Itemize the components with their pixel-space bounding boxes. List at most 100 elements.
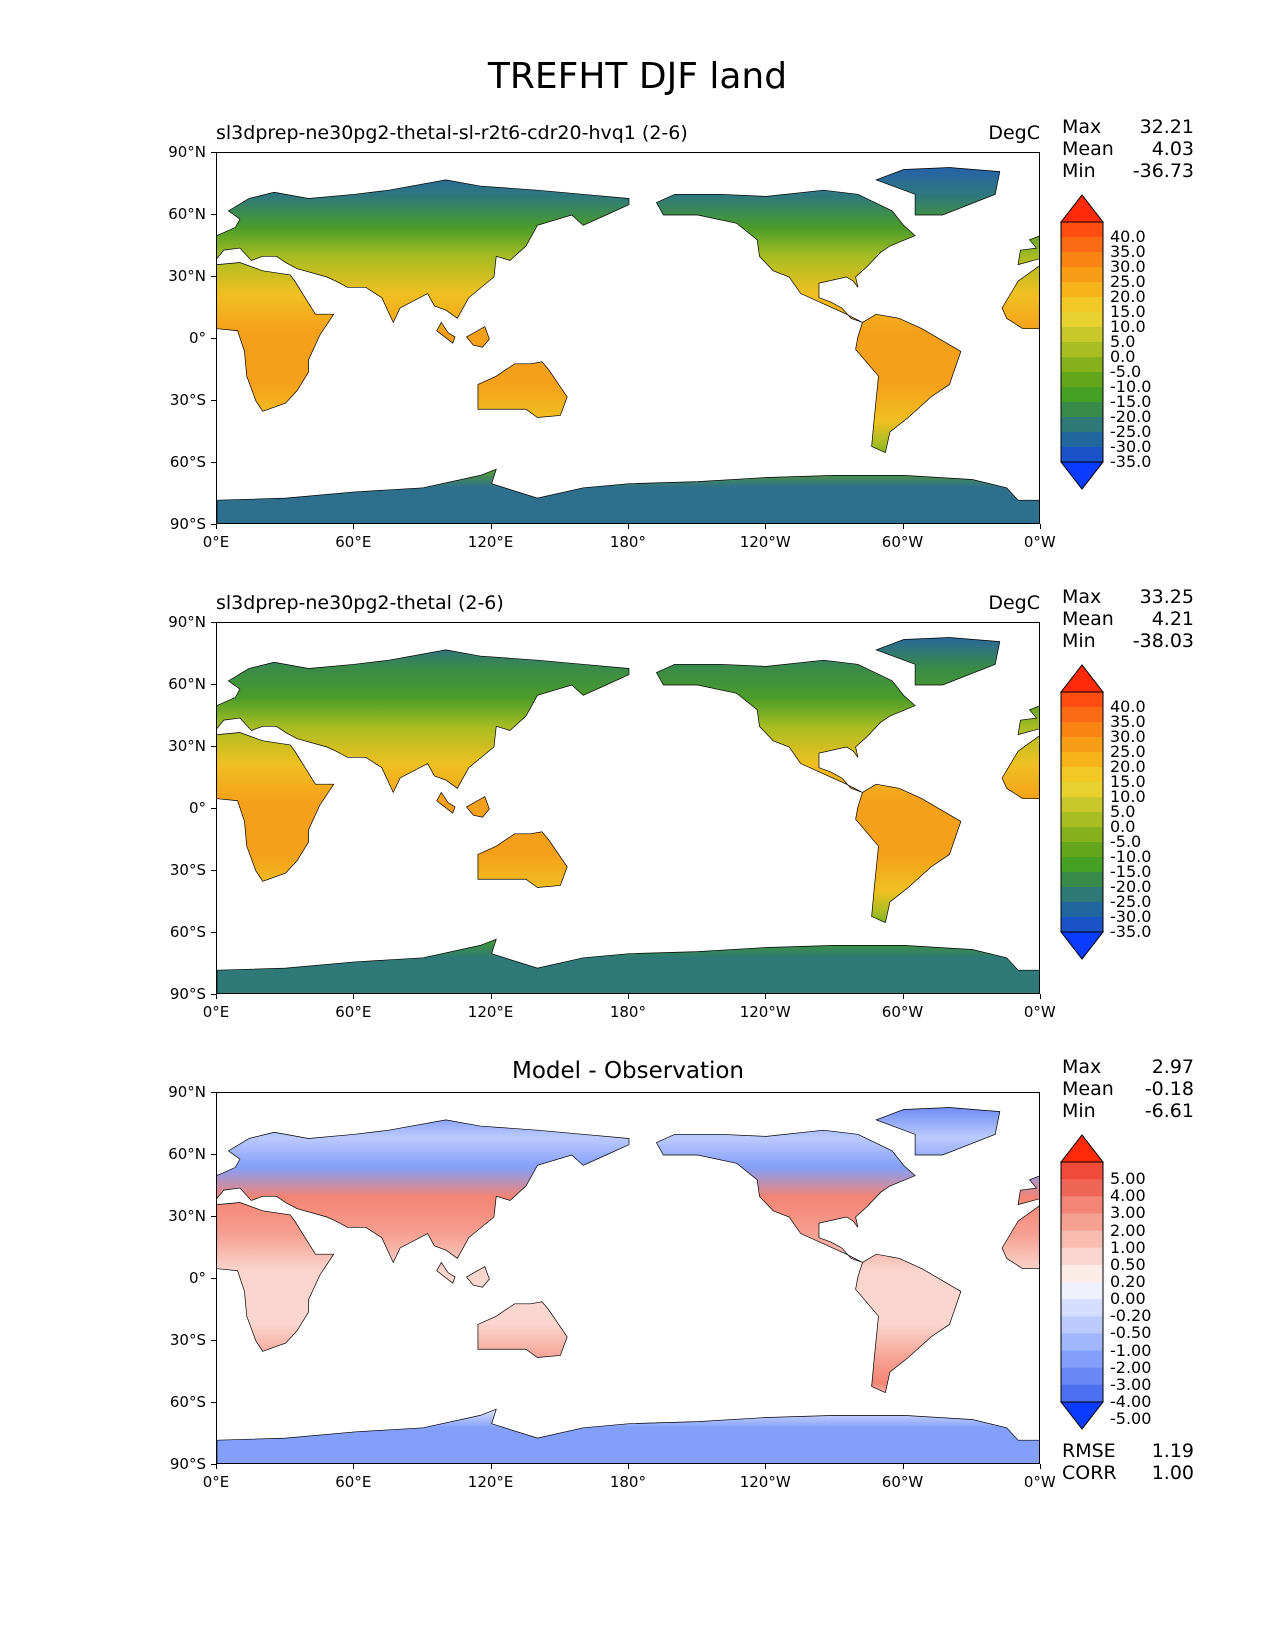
colorbar-segment — [1061, 917, 1103, 933]
panel-title: Model - Observation — [511, 1058, 745, 1084]
longitude-tickmark — [490, 1464, 492, 1469]
colorbar-tick-label: -10.0 — [1110, 377, 1152, 396]
colorbar-tick-label: -1.00 — [1110, 1340, 1152, 1360]
stat-label: Max — [1062, 1056, 1102, 1078]
colorbar-segment — [1061, 297, 1103, 313]
colorbar-segment — [1061, 342, 1103, 358]
seasia-landmass — [436, 321, 456, 344]
longitude-tickmark — [216, 994, 217, 999]
latitude-tickmark — [211, 1464, 216, 1465]
metric-value: 1.19 — [1151, 1440, 1194, 1462]
colorbar-tick-label: 20.0 — [1110, 757, 1146, 776]
metric-value: 1.00 — [1151, 1462, 1194, 1484]
australia-landmass — [477, 831, 568, 888]
colorbar-tick-label: -15.0 — [1110, 862, 1152, 881]
panel-title: sl3dprep-ne30pg2-thetal-sl-r2t6-cdr20-hv… — [216, 122, 688, 144]
colorbar-segment — [1061, 402, 1103, 418]
latitude-tick-label: 30°N — [168, 1207, 206, 1225]
error-metrics: RMSE 1.19 CORR 1.00 — [1062, 1440, 1194, 1484]
longitude-tickmark — [353, 1464, 355, 1469]
stat-row: Mean 4.21 — [1062, 608, 1194, 630]
longitude-tick-label: 180° — [609, 533, 646, 551]
world-map — [217, 1107, 1039, 1463]
metric-label: CORR — [1062, 1462, 1117, 1484]
latitude-tickmark — [211, 338, 216, 339]
colorbar-tick-label: -10.0 — [1110, 847, 1152, 866]
units-label: DegC — [988, 122, 1040, 144]
colorbar-tick-label: 10.0 — [1110, 317, 1146, 336]
colorbar-segment — [1061, 1350, 1103, 1369]
stat-value: 33.25 — [1139, 586, 1194, 608]
antarctica-landmass — [217, 938, 1039, 993]
colorbar-tick-label: 30.0 — [1110, 257, 1146, 276]
colorbar-segment — [1061, 312, 1103, 328]
eurasia-landmass — [1017, 1175, 1039, 1206]
colorbar-extend-max — [1060, 194, 1104, 223]
longitude-tick-label: 0°W — [1023, 1473, 1056, 1491]
colorbar-tick-label: 0.50 — [1110, 1254, 1146, 1274]
stat-value: 4.21 — [1151, 608, 1194, 630]
colorbar-outline — [1060, 691, 1104, 933]
colorbar-tick-label: 5.0 — [1110, 332, 1136, 351]
colorbar-segment — [1061, 1367, 1103, 1386]
colorbar-tick-label: -30.0 — [1110, 907, 1152, 926]
colorbar-segment — [1061, 1247, 1103, 1266]
africa-landmass — [217, 262, 335, 412]
stat-label: Min — [1062, 1100, 1096, 1122]
colorbar — [1060, 1134, 1104, 1430]
latitude-tickmark — [211, 152, 216, 153]
stat-label: Max — [1062, 116, 1102, 138]
latitude-tick-label: 60°N — [168, 675, 206, 693]
colorbar-outline — [1060, 1161, 1104, 1403]
longitude-tick-label: 60°W — [881, 1003, 924, 1021]
colorbar-segment — [1061, 1230, 1103, 1249]
borneo-landmass — [465, 796, 490, 818]
colorbar-segment — [1061, 1282, 1103, 1300]
eurasia-landmass — [217, 1119, 630, 1264]
metric-row: RMSE 1.19 — [1062, 1440, 1194, 1462]
antarctica-landmass — [217, 468, 1039, 523]
colorbar-tick-label: -25.0 — [1110, 892, 1152, 911]
longitude-tick-label: 120°E — [467, 533, 514, 551]
eurasia-landmass — [217, 649, 630, 794]
longitude-tick-label: 180° — [609, 1473, 646, 1491]
colorbar-segment — [1061, 252, 1103, 268]
map-plot-area — [216, 622, 1040, 994]
stat-label: Mean — [1062, 608, 1114, 630]
colorbar-tick-label: 35.0 — [1110, 242, 1146, 261]
map-panel-3: Model - Observation 90°N 60°N 30°N 0° 30°S 60°… — [0, 940, 1275, 1491]
colorbar-extend-max — [1060, 664, 1104, 693]
latitude-tickmark — [211, 462, 216, 463]
colorbar-segment — [1061, 1196, 1103, 1214]
panel-title: sl3dprep-ne30pg2-thetal (2-6) — [216, 592, 504, 614]
australia-landmass — [477, 1301, 568, 1358]
samerica-landmass — [855, 313, 962, 454]
africa-landmass — [217, 732, 335, 882]
samerica-landmass — [855, 783, 962, 924]
namerica-landmass — [655, 1129, 916, 1263]
colorbar-tick-label: 30.0 — [1110, 727, 1146, 746]
colorbar-segment — [1061, 387, 1103, 403]
latitude-tick-label: 90°S — [169, 1455, 206, 1473]
colorbar-tick-label: 2.00 — [1110, 1220, 1146, 1240]
colorbar-tick-label: -20.0 — [1110, 407, 1152, 426]
colorbar-extend-min — [1060, 1401, 1104, 1430]
longitude-tick-label: 120°W — [739, 1003, 791, 1021]
metric-label: RMSE — [1062, 1440, 1116, 1462]
latitude-tick-label: 0° — [188, 329, 206, 347]
colorbar-tick-label: 4.00 — [1110, 1186, 1146, 1206]
longitude-tick-label: 120°W — [739, 533, 791, 551]
longitude-tickmark — [216, 524, 217, 529]
stat-row: Mean -0.18 — [1062, 1078, 1194, 1100]
colorbar-segment — [1061, 767, 1103, 783]
africa-landmass — [1001, 1205, 1039, 1270]
latitude-tickmark — [211, 214, 216, 215]
longitude-tick-label: 60°E — [335, 1473, 372, 1491]
colorbar-segment — [1061, 737, 1103, 753]
stat-row: Min -38.03 — [1062, 630, 1194, 652]
longitude-tickmark — [216, 1464, 217, 1469]
longitude-tickmark — [902, 1464, 904, 1469]
longitude-tickmark — [765, 994, 767, 999]
latitude-tick-label: 90°S — [169, 985, 206, 1003]
stat-label: Mean — [1062, 138, 1114, 160]
